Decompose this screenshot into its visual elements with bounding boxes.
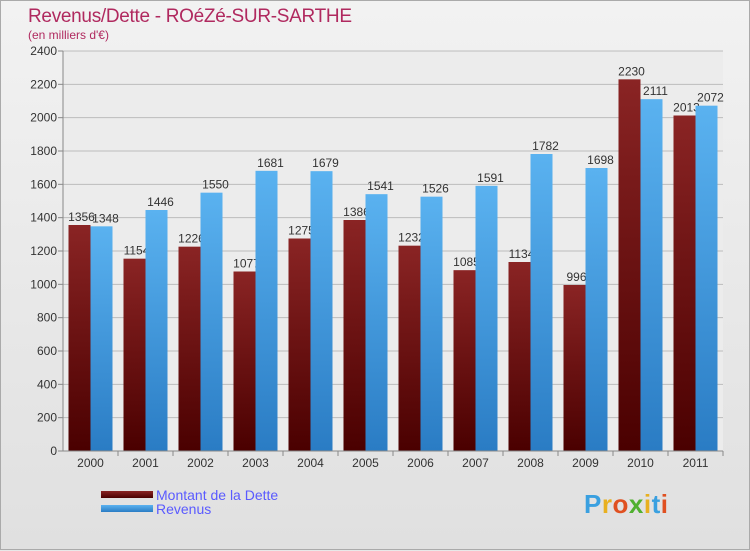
bar-dette xyxy=(398,245,421,451)
proxiti-logo: Proxiti xyxy=(584,489,668,520)
bar-dette xyxy=(178,246,201,451)
bar-dette xyxy=(453,270,476,451)
y-tick-label: 1800 xyxy=(30,144,57,158)
x-axis-ticks: 2000 2001 2002 2003 2004 2005 2006 2007 2008 2009… xyxy=(77,451,724,470)
y-tick-label: 2400 xyxy=(30,44,57,58)
bar-revenus xyxy=(310,171,333,451)
data-label-dette: 996 xyxy=(566,270,586,284)
x-tick-label: 2000 xyxy=(77,456,104,470)
data-label-revenus: 1591 xyxy=(477,171,504,185)
x-tick-label: 2011 xyxy=(683,456,709,470)
chart-subtitle: (en milliers d'€) xyxy=(28,28,109,42)
data-label-dette: 1232 xyxy=(398,231,425,245)
bar-revenus xyxy=(365,194,388,451)
data-label-dette: 1356 xyxy=(68,210,95,224)
y-tick-label: 1600 xyxy=(30,177,57,191)
data-label-revenus: 1348 xyxy=(92,211,119,225)
y-axis-ticks: 0 200 400 600 800 1000 1200 1400 1600 1800 2000 220… xyxy=(30,44,63,458)
y-tick-label: 1200 xyxy=(30,244,57,258)
chart-title: Revenus/Dette - ROéZé-SUR-SARTHE xyxy=(28,6,352,27)
data-label-revenus: 1698 xyxy=(587,153,614,167)
logo-letter: o xyxy=(612,489,629,519)
data-label-revenus: 2072 xyxy=(697,91,724,105)
data-label-revenus: 1541 xyxy=(367,179,394,193)
data-label-dette: 1085 xyxy=(453,255,480,269)
logo-letter: i xyxy=(660,489,669,519)
data-label-dette: 2013 xyxy=(673,101,700,115)
x-tick-label: 2003 xyxy=(242,456,269,470)
bar-revenus xyxy=(640,99,663,452)
bar-revenus xyxy=(255,170,278,452)
x-tick-label: 2010 xyxy=(627,456,654,470)
bar-dette xyxy=(673,115,696,451)
bar-dette xyxy=(618,79,641,451)
legend-swatch-dette xyxy=(101,491,153,498)
bar-dette xyxy=(68,225,91,451)
x-tick-label: 2009 xyxy=(572,456,599,470)
legend-label-dette: Montant de la Dette xyxy=(156,487,279,503)
x-tick-label: 2002 xyxy=(187,456,214,470)
data-label-revenus: 1550 xyxy=(202,178,229,192)
data-label-dette: 1275 xyxy=(288,224,315,238)
bar-revenus xyxy=(420,196,443,451)
data-label-dette: 2230 xyxy=(618,64,645,78)
data-label-revenus: 2111 xyxy=(643,84,668,98)
bar-dette xyxy=(233,271,256,451)
y-tick-label: 2200 xyxy=(30,77,57,91)
bar-revenus xyxy=(90,226,113,451)
y-tick-label: 600 xyxy=(37,344,57,358)
y-tick-label: 1000 xyxy=(30,277,57,291)
logo-letter: t xyxy=(651,489,661,519)
legend-swatch-revenus xyxy=(101,505,153,512)
y-tick-label: 0 xyxy=(50,444,57,458)
bar-dette xyxy=(343,220,366,451)
x-tick-label: 2001 xyxy=(132,456,159,470)
data-label-revenus: 1782 xyxy=(532,139,559,153)
logo-letter: r xyxy=(601,489,613,519)
y-tick-label: 2000 xyxy=(30,111,57,125)
bar-dette xyxy=(288,238,311,451)
logo-letter: i xyxy=(643,489,652,519)
bar-revenus xyxy=(200,192,223,451)
x-tick-label: 2008 xyxy=(517,456,544,470)
data-label-dette: 1154 xyxy=(124,244,150,258)
bar-revenus xyxy=(145,210,168,451)
legend-label-revenus: Revenus xyxy=(156,501,212,517)
data-label-revenus: 1526 xyxy=(422,182,449,196)
grid-lines xyxy=(63,50,723,419)
x-tick-label: 2004 xyxy=(297,456,324,470)
bar-dette xyxy=(123,258,146,451)
y-tick-label: 800 xyxy=(37,311,57,325)
data-label-revenus: 1681 xyxy=(257,156,284,170)
data-label-revenus: 1446 xyxy=(147,195,174,209)
x-tick-label: 2005 xyxy=(352,456,379,470)
bar-dette xyxy=(563,285,586,451)
x-tick-label: 2007 xyxy=(462,456,489,470)
data-label-dette: 1226 xyxy=(178,232,205,246)
bar-revenus xyxy=(530,154,553,451)
bar-revenus xyxy=(585,168,608,451)
logo-letter: x xyxy=(628,489,644,519)
y-tick-label: 200 xyxy=(37,411,57,425)
bar-revenus xyxy=(475,185,498,452)
logo-letter: P xyxy=(584,489,602,519)
bar-revenus xyxy=(695,105,718,452)
x-tick-label: 2006 xyxy=(407,456,434,470)
y-tick-label: 400 xyxy=(37,377,57,391)
data-label-revenus: 1679 xyxy=(312,156,339,170)
y-tick-label: 1400 xyxy=(30,211,57,225)
data-label-dette: 1386 xyxy=(343,205,370,219)
bar-dette xyxy=(508,262,531,451)
data-label-dette: 1134 xyxy=(509,247,535,261)
data-label-dette: 1077 xyxy=(233,257,260,271)
